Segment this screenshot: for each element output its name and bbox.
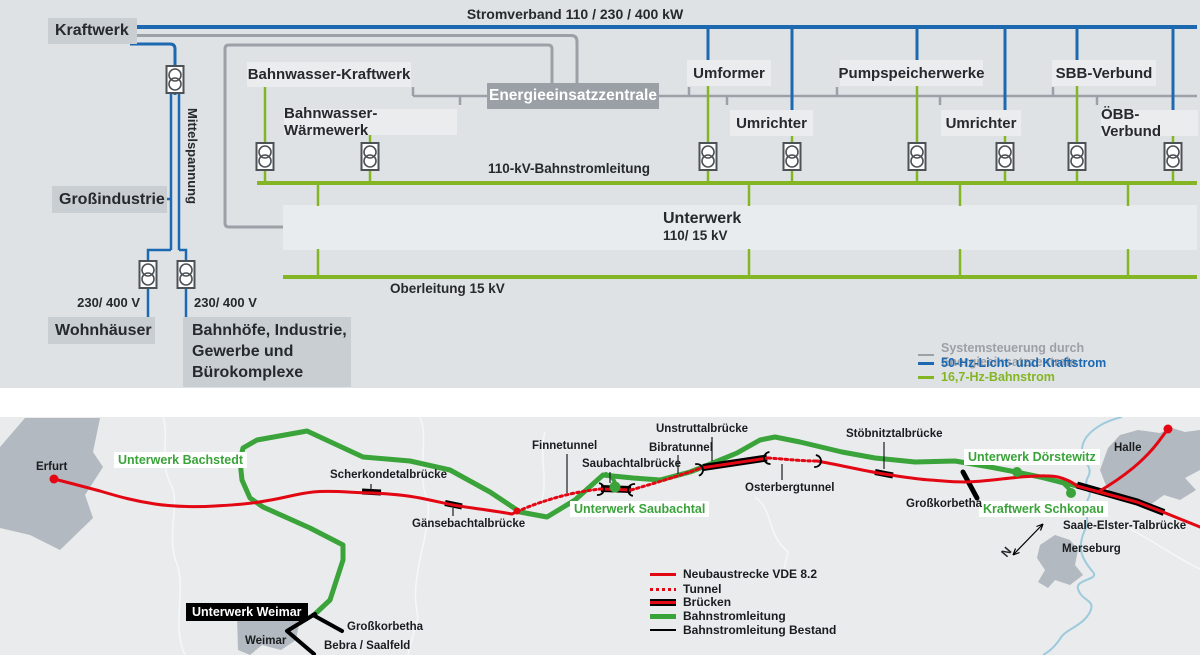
legend-item-50hz: 50-Hz-Licht- und Kraftstrom [918, 356, 1106, 370]
backbone-label: Stromverband 110 / 230 / 400 kW [466, 6, 684, 22]
map-graphics [0, 417, 1200, 655]
label-osterbergtunnel: Osterbergtunnel [745, 482, 835, 494]
bridge-line-icon [650, 598, 676, 606]
label-finnetunnel: Finnetunnel [532, 440, 598, 452]
label-grosskorbetha-west: Großkorbetha [347, 621, 424, 633]
city-label-merseburg: Merseburg [1062, 543, 1121, 555]
city-label-erfurt: Erfurt [36, 461, 68, 473]
blue-line-icon [918, 361, 934, 365]
dotted-line-icon [650, 587, 676, 591]
mittelspannung-label: Mittelspannung [185, 108, 200, 205]
label-saale-elster-talbruecke: Saale-Elster-Talbrücke [1063, 520, 1187, 532]
legend-item-systemsteuerung: Systemsteuerung durch Energieeinsatzzent… [918, 341, 1200, 369]
umrichter-box-2: Umrichter [941, 110, 1021, 136]
leader-lines [370, 437, 885, 516]
green-line-icon [650, 613, 676, 619]
legend-label: Systemsteuerung durch Energieeinsatzzent… [941, 341, 1085, 369]
station-bachstedt: Unterwerk Bachstedt [114, 452, 248, 469]
gray-line-icon [918, 353, 934, 357]
kraftwerk-box: Kraftwerk [48, 18, 137, 44]
grossindustrie-box: Großindustrie [52, 186, 167, 213]
black-line-icon [650, 628, 676, 632]
bahnhoefe-box: Bahnhöfe, Industrie, Gewerbe und Bürokom… [183, 317, 351, 387]
map-legend-bruecken: Brücken [650, 595, 731, 609]
map-legend-neubaustrecke: Neubaustrecke VDE 8.2 [650, 567, 817, 581]
umrichter-box-1: Umrichter [730, 110, 813, 136]
city-shapes [0, 418, 1200, 655]
legend-item-167hz: 16,7-Hz-Bahnstrom [918, 370, 1055, 384]
transformer-icons [138, 65, 1183, 289]
unterwerk-label: Unterwerk 110/ 15 kV [663, 210, 741, 243]
schkopau-dot [1066, 488, 1076, 498]
voltage-label-wohnhaeuser: 230/ 400 V [77, 295, 140, 310]
pumpspeicherwerke-box: Pumpspeicherwerke [839, 60, 984, 86]
station-schkopau: Kraftwerk Schkopau [979, 501, 1108, 518]
wohnhaeuser-box: Wohnhäuser [48, 317, 155, 344]
bahnhoefe-line1: Bahnhöfe, Industrie, [192, 322, 347, 339]
unterwerk-voltage: 110/ 15 kV [663, 228, 728, 243]
map-legend-tunnel: Tunnel [650, 582, 721, 596]
control-lines-gray [130, 34, 1197, 229]
label-stoebnitztalbruecke: Stöbnitztalbrücke [846, 428, 943, 440]
label-grosskorbetha-east: Großkorbetha [906, 498, 983, 510]
halle-dot [1163, 424, 1173, 434]
saubachtal-dot [609, 481, 621, 493]
schematic-lines [128, 25, 1197, 317]
city-erfurt [0, 418, 103, 550]
city-label-halle: Halle [1114, 442, 1142, 454]
bahnhoefe-line3: Bürokomplexe [192, 364, 304, 381]
bahnwasser-waermewerk-box: Bahnwasser-Wärmewerk [284, 105, 457, 139]
erfurt-dot [49, 474, 59, 484]
bahnhoefe-line2: Gewerbe und [192, 343, 294, 360]
legend-label: Tunnel [683, 582, 722, 596]
city-merseburg [1037, 535, 1083, 588]
map-legend-bestand: Bahnstromleitung Bestand [650, 623, 836, 637]
legend-label: Bahnstromleitung Bestand [683, 623, 837, 637]
label-scherkondetalbruecke: Scherkondetalbrücke [330, 469, 447, 481]
tunnel-portal-icons [596, 451, 822, 497]
oebb-verbund-box: ÖBB-Verbund [1101, 106, 1198, 140]
power-network-schematic: Stromverband 110 / 230 / 400 kW Kraftwer… [0, 0, 1200, 388]
label-gaensebachtalbruecke: Gänsebachtalbrücke [412, 518, 526, 530]
station-doerstewitz: Unterwerk Dörstewitz [964, 449, 1100, 466]
legend-label: 50-Hz-Licht- und Kraftstrom [941, 356, 1107, 370]
unterwerk-block [283, 205, 1197, 250]
label-bibratunnel: Bibratunnel [649, 442, 713, 454]
city-label-weimar: Weimar [245, 635, 287, 647]
finnetunnel-portal-dot [513, 507, 521, 515]
neubaustrecke-line [52, 427, 1200, 529]
doerstewitz-dot [1012, 467, 1022, 477]
voltage-label-bahnhoefe: 230/ 400 V [194, 295, 257, 310]
label-unstruttalbruecke: Unstruttalbrücke [656, 423, 749, 435]
grid-lines-blue [128, 25, 1197, 317]
station-saubachtal: Unterwerk Saubachtal [570, 501, 710, 518]
compass-arrow-icon [1012, 523, 1044, 556]
unterwerk-title: Unterwerk [663, 210, 742, 227]
legend-label: 16,7-Hz-Bahnstrom [941, 370, 1055, 384]
umformer-box: Umformer [687, 60, 771, 86]
bahnwasser-kraftwerk-box: Bahnwasser-Kraftwerk [247, 62, 411, 87]
green-line-icon [918, 375, 934, 379]
oberleitung-label: Oberleitung 15 kV [390, 281, 505, 296]
red-line-icon [650, 572, 676, 576]
city-halle [1100, 428, 1200, 505]
label-bebra-saalfeld: Bebra / Saalfeld [324, 640, 411, 652]
map-legend-bahnstromleitung: Bahnstromleitung [650, 609, 786, 623]
label-saubachtalbruecke: Saubachtalbrücke [582, 458, 682, 470]
energieeinsatzzentrale-box: Energieeinsatzzentrale [487, 83, 659, 109]
station-weimar: Unterwerk Weimar [186, 603, 308, 622]
legend-label: Bahnstromleitung [683, 609, 786, 623]
sbb-verbund-box: SBB-Verbund [1052, 60, 1156, 86]
legend-label: Brücken [683, 595, 732, 609]
route-map-vde82: Erfurt Weimar Halle Merseburg Unterwerk … [0, 417, 1200, 655]
legend-label: Neubaustrecke VDE 8.2 [683, 567, 818, 581]
line-110kv-label: 110-kV-Bahnstromleitung [488, 161, 651, 176]
